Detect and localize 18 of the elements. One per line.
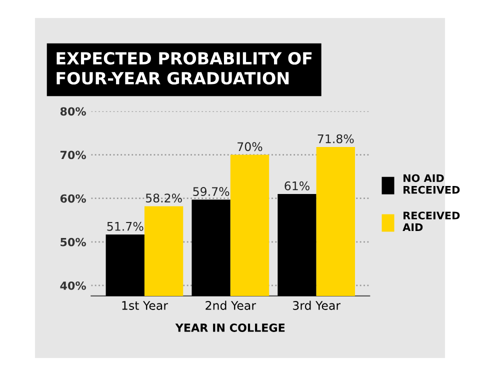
- x-axis-title: YEAR IN COLLEGE: [175, 324, 285, 332]
- data-label: 51.7%: [107, 222, 144, 231]
- y-tick-label: 50%: [60, 238, 86, 246]
- y-tick-label: 40%: [60, 281, 86, 290]
- y-tick-label: 70%: [60, 150, 86, 160]
- x-tick-label: 2nd Year: [206, 300, 256, 310]
- data-label: 58.2%: [146, 194, 182, 203]
- legend-label: RECEIVED AID: [402, 212, 460, 231]
- x-tick-label: 1st Year: [122, 301, 168, 310]
- legend-label: NO AID RECEIVED: [404, 174, 460, 194]
- y-tick-label: 60%: [60, 194, 86, 203]
- data-label: 61%: [284, 181, 310, 190]
- data-label: 71.8%: [318, 134, 354, 144]
- y-tick-label: 80%: [60, 107, 86, 116]
- x-tick-label: 3rd Year: [293, 300, 341, 310]
- data-label: 59.7%: [193, 187, 230, 196]
- data-label: 70%: [238, 142, 262, 152]
- chart-title: EXPECTED PROBABILITY OF FOUR-YEAR GRADUATION: [56, 52, 312, 85]
